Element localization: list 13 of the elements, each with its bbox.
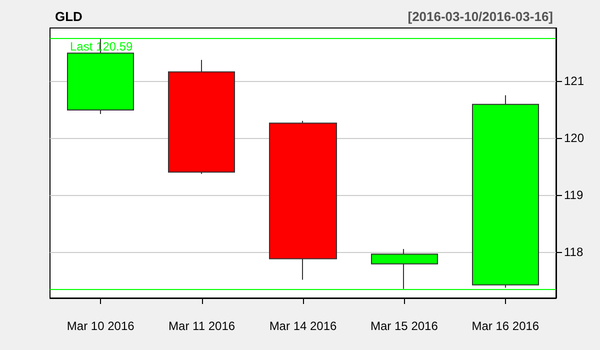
y-tick-label: 119 <box>564 188 584 202</box>
chart-title: GLD <box>55 9 82 24</box>
chart-subtitle: [2016-03-10/2016-03-16] <box>408 9 554 24</box>
y-tick-label: 118 <box>564 244 584 259</box>
x-tick-label: Mar 10 2016 <box>66 319 135 333</box>
x-tick-label: Mar 15 2016 <box>370 319 438 333</box>
x-tick-label: Mar 16 2016 <box>472 319 540 333</box>
y-tick-label: 121 <box>564 74 584 88</box>
candlestick <box>168 59 235 174</box>
y-tick-label: 120 <box>564 130 584 145</box>
x-tick-label: Mar 14 2016 <box>269 319 338 333</box>
x-tick-label: Mar 11 2016 <box>168 319 236 333</box>
candlestick <box>269 120 337 280</box>
